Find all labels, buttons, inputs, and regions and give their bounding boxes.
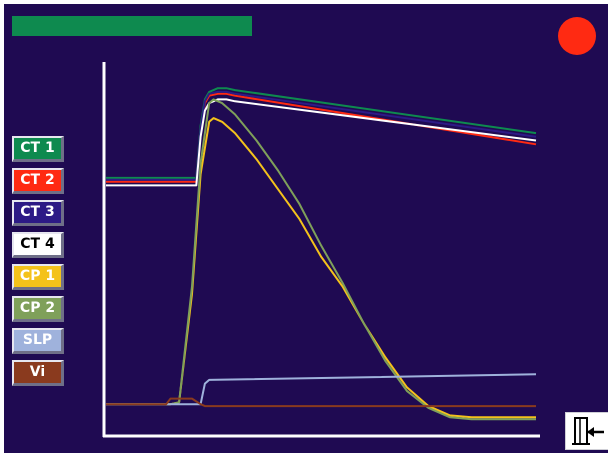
legend-label: CT 4: [20, 236, 55, 252]
trace-lines: [106, 87, 537, 421]
legend-ct1-button[interactable]: CT 1: [12, 136, 64, 162]
legend-label: CT 1: [20, 140, 55, 156]
legend-slp-button[interactable]: SLP: [12, 328, 64, 354]
legend-label: CT 3: [20, 204, 55, 220]
trace-ct3: [106, 90, 537, 181]
trace-cp2: [106, 98, 536, 421]
exit-button[interactable]: [565, 412, 608, 450]
trace-slp: [106, 373, 537, 406]
record-dot-icon: [558, 17, 596, 55]
legend-label: CP 2: [19, 300, 56, 316]
legend-vi-button[interactable]: Vi: [12, 360, 64, 386]
status-bar: [12, 16, 252, 36]
monitor-screen: CT 1 CT 2 CT 3 CT 4 CP 1 CP 2 SLP Vi: [4, 4, 608, 453]
trace-ct4: [106, 98, 537, 187]
legend-label: CT 2: [20, 172, 55, 188]
legend-ct2-button[interactable]: CT 2: [12, 168, 64, 194]
exit-door-icon: [572, 417, 604, 445]
legend-ct4-button[interactable]: CT 4: [12, 232, 64, 258]
legend-ct3-button[interactable]: CT 3: [12, 200, 64, 226]
trace-chart: [102, 62, 540, 438]
legend-label: Vi: [29, 364, 46, 380]
trace-cp1: [106, 117, 536, 419]
legend-cp2-button[interactable]: CP 2: [12, 296, 64, 322]
trace-vi: [106, 397, 536, 408]
legend-cp1-button[interactable]: CP 1: [12, 264, 64, 290]
legend-label: SLP: [22, 332, 53, 348]
legend-label: CP 1: [19, 268, 56, 284]
